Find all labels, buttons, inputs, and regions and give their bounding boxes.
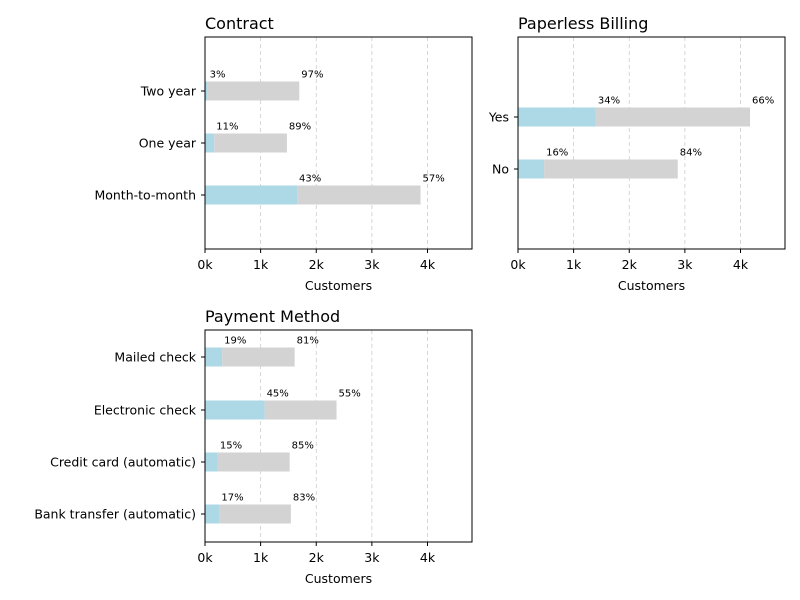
data-label: 97% bbox=[301, 70, 323, 81]
data-label: 19% bbox=[224, 336, 246, 347]
x-tick-label: 2k bbox=[309, 550, 325, 565]
x-tick-label: 4k bbox=[420, 550, 436, 565]
bar-segment-a bbox=[205, 81, 208, 101]
y-tick-label: Month-to-month bbox=[94, 188, 196, 203]
x-tick-label: 2k bbox=[309, 257, 325, 272]
x-tick-label: 4k bbox=[733, 257, 749, 272]
data-label: 34% bbox=[598, 96, 620, 107]
data-label: 11% bbox=[216, 122, 238, 133]
x-axis-label: Customers bbox=[618, 278, 685, 293]
bar-segment-a bbox=[205, 452, 218, 472]
y-tick-label: Credit card (automatic) bbox=[50, 455, 196, 470]
chart-title: Paperless Billing bbox=[518, 14, 648, 33]
bar-segment-b bbox=[207, 81, 300, 101]
y-tick-label: No bbox=[492, 162, 509, 177]
chart-title: Contract bbox=[205, 14, 274, 33]
x-tick-label: 1k bbox=[253, 550, 269, 565]
x-tick-label: 2k bbox=[622, 257, 638, 272]
bar-segment-b bbox=[219, 504, 291, 524]
data-label: 81% bbox=[297, 336, 319, 347]
x-tick-label: 0k bbox=[197, 257, 213, 272]
x-tick-label: 0k bbox=[510, 257, 526, 272]
bar-segment-a bbox=[205, 185, 298, 205]
bar-segment-a bbox=[205, 504, 220, 524]
bar-segment-a bbox=[518, 159, 545, 179]
x-axis-label: Customers bbox=[305, 571, 372, 586]
y-tick-label: Mailed check bbox=[114, 350, 196, 365]
x-tick-label: 1k bbox=[253, 257, 269, 272]
y-tick-label: Two year bbox=[140, 84, 197, 99]
data-label: 84% bbox=[680, 148, 702, 159]
bar-segment-a bbox=[205, 400, 265, 420]
y-tick-label: One year bbox=[139, 136, 197, 151]
y-tick-label: Yes bbox=[488, 110, 509, 125]
bar-segment-a bbox=[518, 107, 596, 127]
x-tick-label: 3k bbox=[364, 257, 380, 272]
x-tick-label: 0k bbox=[197, 550, 213, 565]
bar-segment-b bbox=[264, 400, 337, 420]
bar-segment-a bbox=[205, 347, 223, 367]
x-tick-label: 4k bbox=[420, 257, 436, 272]
data-label: 85% bbox=[292, 441, 314, 452]
data-label: 83% bbox=[293, 493, 315, 504]
data-label: 66% bbox=[752, 96, 774, 107]
plot-frame bbox=[517, 36, 786, 250]
y-tick-label: Electronic check bbox=[94, 403, 197, 418]
x-tick-label: 3k bbox=[677, 257, 693, 272]
x-tick-label: 3k bbox=[364, 550, 380, 565]
data-label: 55% bbox=[339, 389, 361, 400]
bar-segment-b bbox=[217, 452, 290, 472]
data-label: 45% bbox=[267, 389, 289, 400]
bar-segment-b bbox=[222, 347, 295, 367]
data-label: 89% bbox=[289, 122, 311, 133]
plot-frame bbox=[204, 329, 473, 543]
chart-title: Payment Method bbox=[205, 307, 340, 326]
data-label: 43% bbox=[299, 174, 321, 185]
bar-segment-b bbox=[297, 185, 421, 205]
bar-segment-b bbox=[595, 107, 751, 127]
bar-segment-b bbox=[544, 159, 678, 179]
x-axis-label: Customers bbox=[305, 278, 372, 293]
data-label: 17% bbox=[221, 493, 243, 504]
data-label: 15% bbox=[220, 441, 242, 452]
data-label: 3% bbox=[210, 70, 226, 81]
bar-segment-b bbox=[214, 133, 287, 153]
x-tick-label: 1k bbox=[566, 257, 582, 272]
bar-segment-a bbox=[205, 133, 215, 153]
data-label: 57% bbox=[423, 174, 445, 185]
data-label: 16% bbox=[546, 148, 568, 159]
y-tick-label: Bank transfer (automatic) bbox=[34, 507, 196, 522]
